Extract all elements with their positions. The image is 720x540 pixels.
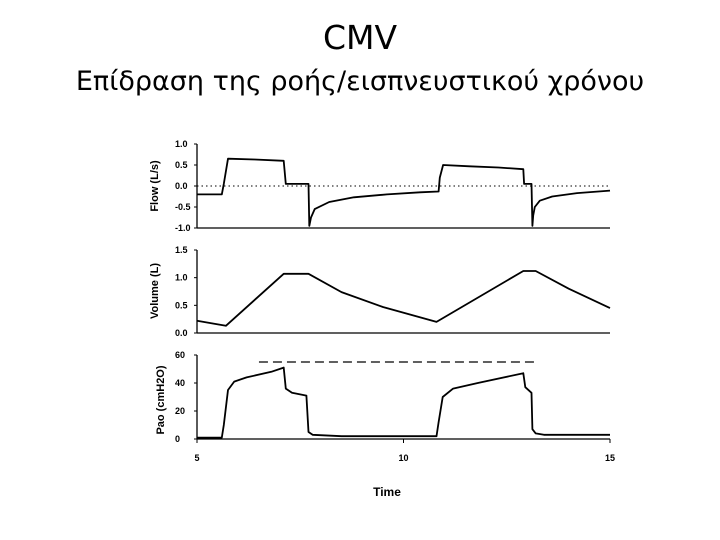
y-tick-label-1-1: 1.0 bbox=[175, 273, 188, 283]
x-tick-label-0: 5 bbox=[194, 453, 199, 463]
y-tick-label-2-2: 20 bbox=[175, 406, 185, 416]
y-tick-label-2-0: 60 bbox=[175, 350, 185, 360]
waveform-line-1-0 bbox=[196, 270, 611, 327]
y-tick-label-2-1: 40 bbox=[175, 378, 185, 388]
waveform-line-0-0 bbox=[197, 157, 611, 227]
y-axis-label-1: Volume (L) bbox=[149, 263, 161, 319]
slide-title: CMV bbox=[322, 18, 398, 57]
x-tick-label-2: 15 bbox=[605, 453, 615, 463]
slide-subtitle: Επίδραση της ροής/εισπνευστικού χρόνου bbox=[75, 66, 645, 97]
waveform-line-2-0 bbox=[197, 366, 610, 439]
y-axis-label-0: Flow (L/s) bbox=[149, 160, 161, 212]
y-tick-label-0-2: 0.0 bbox=[175, 181, 188, 191]
y-tick-label-1-2: 0.5 bbox=[175, 300, 188, 310]
y-tick-label-0-1: 0.5 bbox=[175, 160, 188, 170]
x-axis-label: Time bbox=[373, 485, 401, 499]
y-tick-label-0-3: -0.5 bbox=[175, 202, 191, 212]
x-tick-label-1: 10 bbox=[398, 453, 408, 463]
y-tick-label-1-0: 1.5 bbox=[175, 245, 188, 255]
y-tick-label-1-3: 0.0 bbox=[175, 328, 188, 338]
y-tick-label-0-0: 1.0 bbox=[175, 139, 188, 149]
y-tick-label-2-3: 0 bbox=[175, 434, 180, 444]
y-tick-label-0-4: -1.0 bbox=[175, 223, 191, 233]
y-axis-label-2: Pao (cmH2O) bbox=[155, 365, 167, 434]
